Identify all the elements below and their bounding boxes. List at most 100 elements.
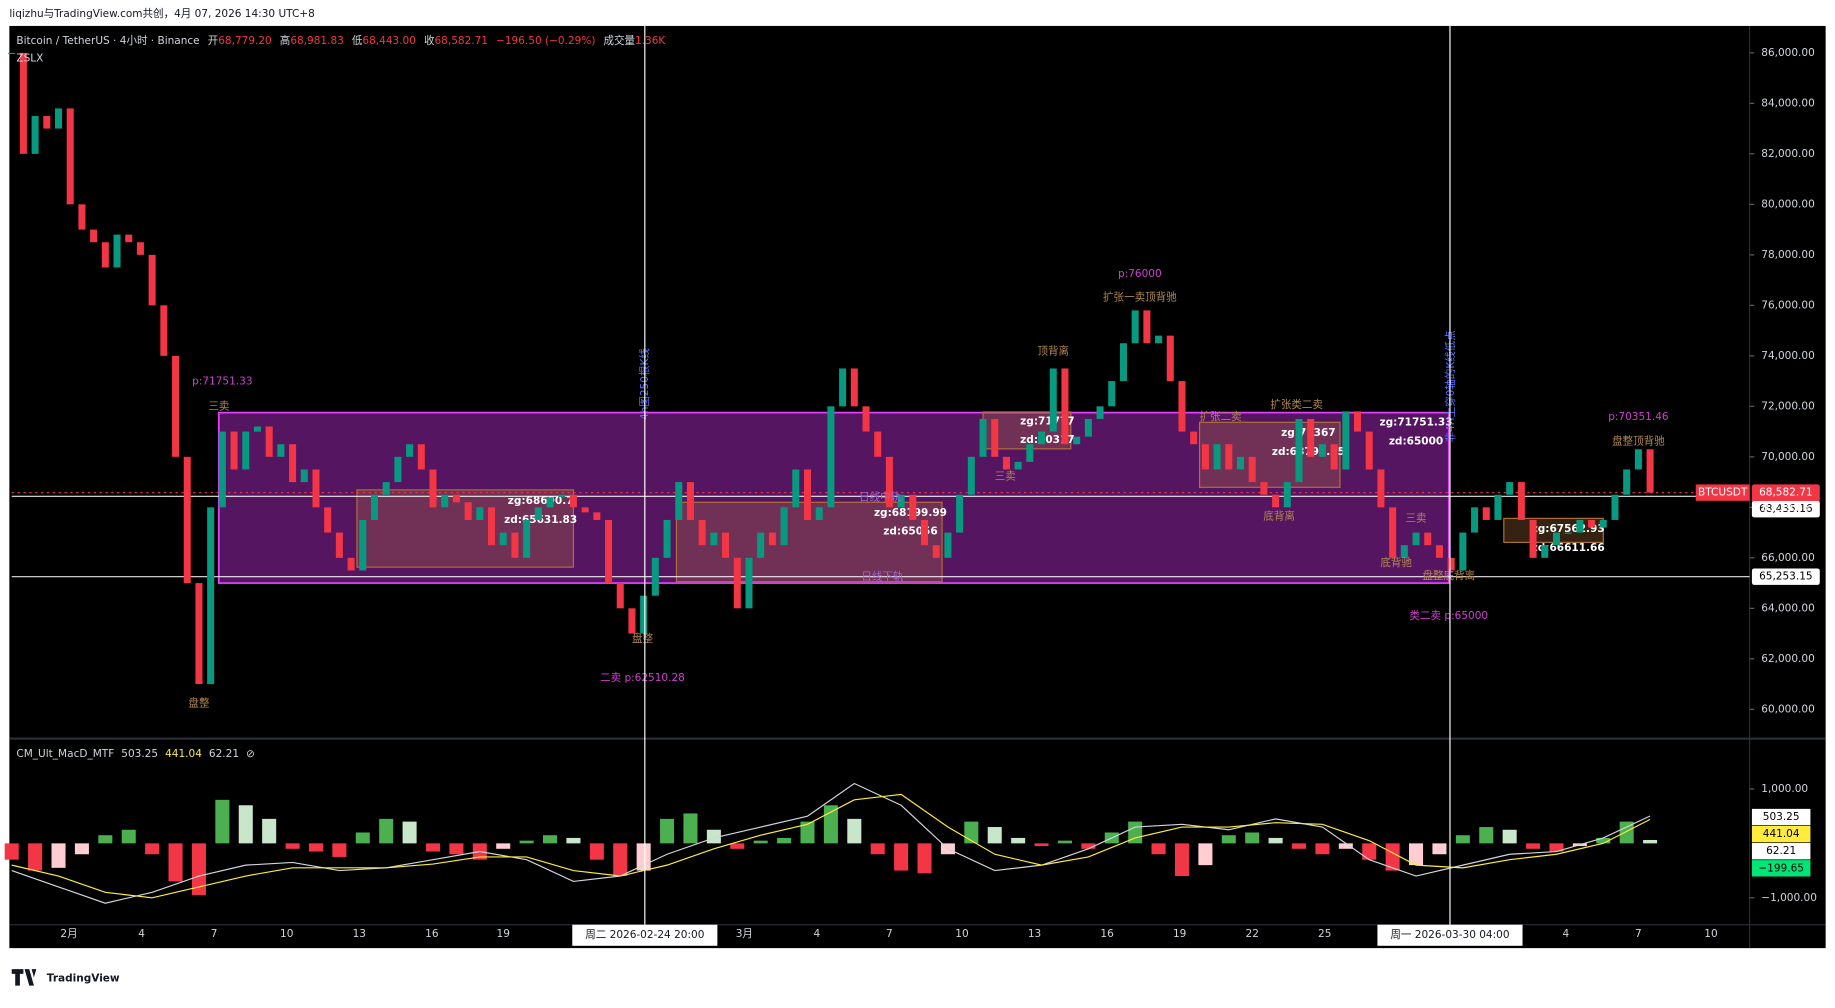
histogram-bar xyxy=(636,843,651,871)
candle xyxy=(1412,532,1420,546)
candle xyxy=(967,456,975,495)
candle xyxy=(1529,519,1537,558)
zone-zg-label: zg:67562.93 xyxy=(1532,523,1605,535)
candle xyxy=(605,519,613,584)
close-value: 68,582.71 xyxy=(434,35,488,47)
annotation: 盘整顶背驰 xyxy=(1612,434,1665,447)
candle xyxy=(31,115,39,154)
candle xyxy=(195,583,203,685)
macd-legend-icon: ⊘ xyxy=(246,748,255,760)
zone-zg-label: zg:71777 xyxy=(1020,415,1074,427)
candle xyxy=(1096,406,1104,419)
x-tick-label: 10 xyxy=(1704,928,1717,940)
price-tag-label: 68,582.71 xyxy=(1759,487,1813,499)
candle xyxy=(1002,456,1010,470)
candle xyxy=(944,532,952,558)
macd-legend: CM_Ult_MacD_MTF 503.25 441.04 62.21 ⊘ xyxy=(16,748,254,760)
candle xyxy=(464,502,472,520)
histogram-bar xyxy=(1315,843,1330,855)
candle xyxy=(1038,431,1046,445)
candle xyxy=(441,494,449,508)
y-tick-label: 60,000.00 xyxy=(1761,703,1815,715)
candle xyxy=(768,532,776,546)
histogram-bar xyxy=(1502,829,1517,844)
candle xyxy=(417,444,425,470)
candle xyxy=(1447,557,1455,571)
candle xyxy=(1459,532,1467,571)
annotation: 日线下轨 xyxy=(861,570,904,583)
annotation: 三卖 xyxy=(208,400,229,412)
candle xyxy=(183,456,191,584)
annotation: p:71751.33 xyxy=(192,376,252,388)
candle xyxy=(1213,444,1221,470)
histogram-bar xyxy=(823,805,838,844)
histogram-bar xyxy=(1034,843,1049,847)
zone-zd-label: zd:65056 xyxy=(883,526,937,538)
histogram-bar xyxy=(379,818,394,844)
price-tag xyxy=(1751,568,1820,585)
price-tag-label: 68,435.16 xyxy=(1759,503,1813,515)
candle xyxy=(1611,494,1619,520)
histogram-bar xyxy=(4,843,19,860)
histogram-bar xyxy=(964,821,979,844)
x-tick-label: 7 xyxy=(211,928,218,940)
annotation: 底背驰 xyxy=(1380,556,1412,569)
candle xyxy=(300,469,308,483)
chart-layer: 60,000.0062,000.0064,000.0066,000.0068,0… xyxy=(4,25,1820,946)
low-value: 68,443.00 xyxy=(362,35,416,47)
histogram-bar xyxy=(706,829,721,844)
header-title: liqizhu与TradingView.com共创，4月 07, 2026 14… xyxy=(9,7,314,20)
candle xyxy=(1599,519,1607,528)
candle xyxy=(991,418,999,457)
annotation: 顶背离 xyxy=(1037,344,1069,357)
candle xyxy=(1623,469,1631,495)
candle xyxy=(113,234,121,268)
candle xyxy=(359,519,367,571)
y-tick-label: −1,000.00 xyxy=(1761,892,1817,904)
annotation: 类二卖 p:65000 xyxy=(1410,609,1489,622)
logo-text[interactable]: TradingView xyxy=(47,973,120,985)
zone-zd-label: zd:65000 xyxy=(1389,435,1443,447)
candle xyxy=(956,494,964,533)
candle xyxy=(1377,469,1385,508)
candle xyxy=(1236,456,1245,470)
histogram-bar xyxy=(1362,843,1377,860)
crosshair-time-box xyxy=(1377,924,1523,946)
candle xyxy=(862,406,870,432)
candle xyxy=(312,469,320,508)
candle xyxy=(19,52,27,154)
histogram-bar xyxy=(1526,843,1541,849)
x-tick-label: 2月 xyxy=(60,928,77,940)
histogram-bar xyxy=(1268,837,1283,844)
histogram-bar xyxy=(894,843,909,871)
histogram-bar xyxy=(402,821,417,844)
candle xyxy=(101,242,109,268)
countdown: 01:29:45 xyxy=(1762,502,1809,514)
candle xyxy=(874,431,882,457)
histogram-bar xyxy=(145,843,160,855)
candle xyxy=(1190,431,1198,445)
histogram-bar xyxy=(496,843,511,849)
candle xyxy=(803,469,812,520)
candle xyxy=(324,507,332,533)
candle xyxy=(1260,482,1268,495)
macd-legend-value: 441.04 xyxy=(165,748,202,760)
macd-value-tag-label: 503.25 xyxy=(1763,811,1800,823)
annotation: 三卖 xyxy=(1406,513,1427,525)
candle xyxy=(90,229,98,243)
x-tick-label: 16 xyxy=(425,928,439,940)
open-value: 68,779.20 xyxy=(218,35,272,47)
candle xyxy=(757,532,765,558)
indicator-name: ZSLX xyxy=(16,53,43,65)
histogram-bar xyxy=(238,805,253,844)
histogram-bar xyxy=(777,837,792,844)
candle xyxy=(1283,482,1291,508)
candle xyxy=(1061,368,1069,445)
candle xyxy=(921,519,929,546)
histogram-bar xyxy=(1479,827,1494,844)
candle xyxy=(722,532,730,558)
candle xyxy=(1014,461,1022,470)
candle xyxy=(897,494,905,508)
macd-title: CM_Ult_MacD_MTF xyxy=(16,748,114,760)
candle xyxy=(1576,519,1584,533)
